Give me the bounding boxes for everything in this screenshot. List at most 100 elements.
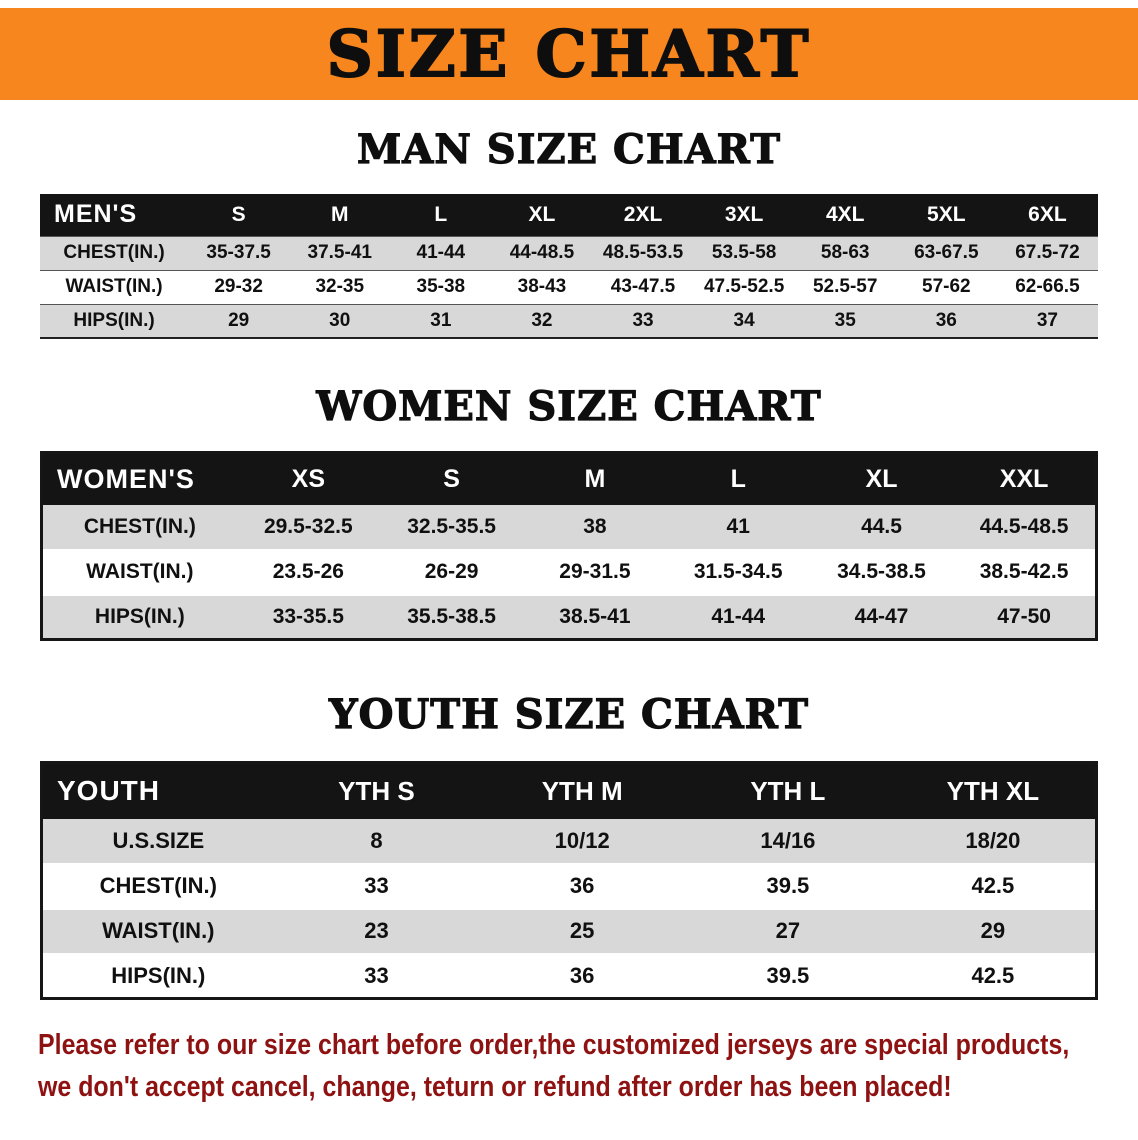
value-cell: 58-63 — [820, 242, 870, 263]
table-body: CHEST(IN.) 35-37.5 37.5-41 41-44 44-48.5 48.5… — [40, 236, 1098, 338]
value-cell: 57-62 — [922, 276, 971, 297]
size-column-header: 6XL — [996, 194, 1098, 236]
size-column-header: XL — [809, 452, 954, 505]
value-cell: 26-29 — [424, 560, 479, 583]
order-notice: Please refer to our size chart before or… — [0, 1024, 1138, 1108]
value-cell: 37.5-41 — [307, 242, 372, 263]
value-cell: 67.5-72 — [1015, 242, 1080, 263]
value-cell: 44.5 — [861, 514, 902, 538]
measurement-row: CHEST(IN.) 33 36 39.5 42.5 — [41, 863, 1097, 909]
size-column-header: M — [289, 194, 391, 236]
size-column-header: XL — [491, 194, 593, 236]
value-cell: 52.5-57 — [812, 276, 878, 297]
table-head: MEN'S S M L XL 2XL 3XL 4XL 5XL 6XL — [40, 194, 1098, 236]
value-cell: 34.5-38.5 — [837, 560, 926, 583]
youth-table-container: YOUTH YTH S YTH M YTH L YTH XL U.S.SIZE 8 10/12… — [0, 761, 1138, 1000]
row-label-cell: HIPS(IN.) — [94, 604, 185, 628]
row-label-cell: HIPS(IN.) — [111, 962, 206, 988]
value-cell: 42.5 — [971, 962, 1015, 988]
measurement-row: WAIST(IN.) 23.5-26 26-29 29-31.5 31.5-34.5 34… — [41, 549, 1097, 595]
measurement-row: WAIST(IN.) 29-32 32-35 35-38 38-43 43-47.5 47.… — [40, 270, 1098, 304]
value-cell: 32 — [531, 309, 553, 331]
size-column-header: YTH M — [479, 762, 686, 819]
value-cell: 38-43 — [517, 276, 567, 297]
value-cell: 35-37.5 — [206, 242, 271, 263]
row-label-cell: WAIST(IN.) — [86, 560, 194, 583]
size-column-header: 5XL — [895, 194, 997, 236]
value-cell: 33 — [364, 873, 389, 898]
row-label-cell: CHEST(IN.) — [83, 514, 196, 538]
value-cell: 37 — [1036, 309, 1058, 331]
header-row: WOMEN'S XS S M L XL XXL — [41, 452, 1097, 505]
value-cell: 35.5-38.5 — [407, 604, 496, 628]
measurement-row: CHEST(IN.) 35-37.5 37.5-41 41-44 44-48.5 48.5… — [40, 236, 1098, 270]
value-cell: 10/12 — [554, 827, 610, 853]
size-column-header: L — [666, 452, 810, 505]
size-column-header: L — [390, 194, 492, 236]
value-cell: 36 — [569, 962, 595, 988]
header-row: YOUTH YTH S YTH M YTH L YTH XL — [41, 762, 1097, 819]
value-cell: 44-48.5 — [509, 242, 575, 263]
row-label-cell: WAIST(IN.) — [65, 276, 163, 297]
table-head: YOUTH YTH S YTH M YTH L YTH XL — [41, 762, 1097, 819]
women-table-container: WOMEN'S XS S M L XL XXL CHEST(IN.) 29.5-32.5 32.5… — [0, 451, 1138, 641]
row-label-cell: CHEST(IN.) — [99, 873, 217, 898]
table-title-cell: MEN'S — [40, 194, 189, 236]
value-cell: 47-50 — [997, 604, 1051, 628]
value-cell: 35-38 — [416, 276, 466, 297]
men-table-container: MEN'S S M L XL 2XL 3XL 4XL 5XL 6XL CHEST(IN.) 35-37… — [0, 194, 1138, 339]
value-cell: 44.5-48.5 — [979, 514, 1069, 538]
table-head: WOMEN'S XS S M L XL XXL — [41, 452, 1097, 505]
men-size-table: MEN'S S M L XL 2XL 3XL 4XL 5XL 6XL CHEST(IN.) 35-37… — [40, 194, 1098, 339]
measurement-row: HIPS(IN.) 33 36 39.5 42.5 — [41, 953, 1097, 999]
value-cell: 62-66.5 — [1015, 276, 1080, 297]
page-title: SIZE CHART — [326, 16, 812, 93]
value-cell: 23.5-26 — [272, 560, 344, 583]
value-cell: 29.5-32.5 — [263, 514, 353, 538]
value-cell: 38.5-42.5 — [979, 560, 1069, 583]
value-cell: 29-32 — [214, 276, 263, 297]
size-column-header: XS — [236, 452, 380, 505]
size-column-header: YTH L — [685, 762, 891, 819]
value-cell: 18/20 — [965, 827, 1021, 853]
value-cell: 36 — [935, 309, 957, 331]
table-body: CHEST(IN.) 29.5-32.5 32.5-35.5 38 41 44.5 44.5… — [41, 504, 1097, 640]
value-cell: 31 — [430, 309, 452, 331]
value-cell: 41 — [726, 514, 750, 538]
value-cell: 29 — [980, 918, 1006, 943]
value-cell: 33 — [364, 962, 389, 988]
value-cell: 33 — [632, 309, 654, 331]
measurement-row: WAIST(IN.) 23 25 27 29 — [41, 908, 1097, 954]
value-cell: 48.5-53.5 — [602, 242, 684, 263]
value-cell: 32-35 — [315, 276, 365, 297]
value-cell: 27 — [775, 918, 801, 943]
men-section-heading: MAN SIZE CHART — [356, 125, 781, 173]
youth-size-table: YOUTH YTH S YTH M YTH L YTH XL U.S.SIZE 8 10/12… — [40, 761, 1098, 1000]
women-size-table: WOMEN'S XS S M L XL XXL CHEST(IN.) 29.5-32.5 32.5… — [40, 451, 1098, 641]
value-cell: 47.5-52.5 — [703, 276, 785, 297]
size-column-header: 2XL — [592, 194, 694, 236]
value-cell: 63-67.5 — [914, 242, 979, 263]
size-column-header: S — [188, 194, 290, 236]
value-cell: 35 — [834, 309, 856, 331]
value-cell: 38.5-41 — [559, 604, 631, 628]
measurement-row: CHEST(IN.) 29.5-32.5 32.5-35.5 38 41 44.5 44.5… — [41, 504, 1097, 550]
size-column-header: YTH XL — [890, 762, 1097, 819]
row-label-cell: WAIST(IN.) — [102, 918, 215, 943]
table-title-cell: WOMEN'S — [41, 452, 237, 505]
size-column-header: M — [523, 452, 667, 505]
value-cell: 39.5 — [766, 873, 810, 898]
value-cell: 33-35.5 — [272, 604, 344, 628]
value-cell: 25 — [569, 918, 595, 943]
size-column-header: YTH S — [273, 762, 480, 819]
size-chart-page: SIZE CHART MAN SIZE CHART MEN'S S M L XL 2XL 3… — [0, 8, 1138, 1108]
value-cell: 39.5 — [766, 962, 810, 988]
value-cell: 8 — [370, 827, 383, 853]
measurement-row: U.S.SIZE 8 10/12 14/16 18/20 — [41, 818, 1097, 864]
size-column-header: 3XL — [693, 194, 795, 236]
value-cell: 30 — [329, 309, 351, 331]
value-cell: 31.5-34.5 — [693, 560, 783, 583]
row-label-cell: CHEST(IN.) — [63, 242, 165, 263]
header-row: MEN'S S M L XL 2XL 3XL 4XL 5XL 6XL — [40, 194, 1098, 236]
value-cell: 38 — [583, 514, 607, 538]
